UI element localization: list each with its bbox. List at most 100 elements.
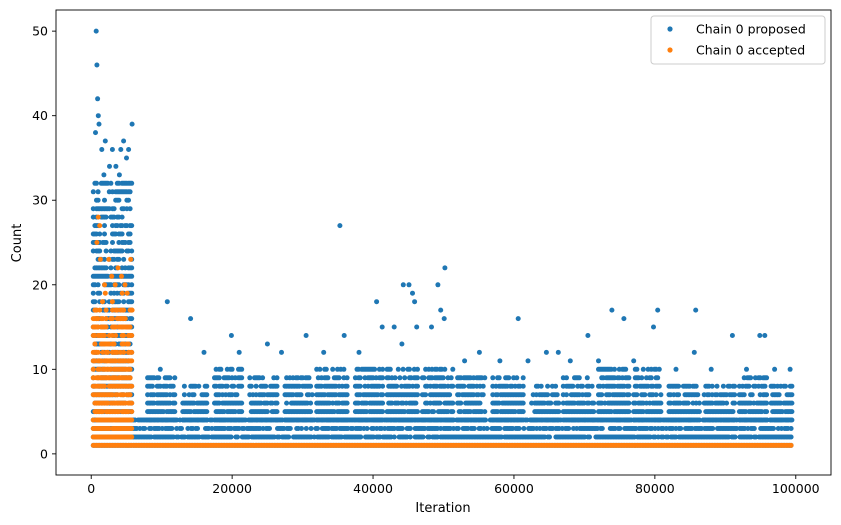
- proposed-point: [442, 366, 448, 372]
- proposed-point: [673, 366, 679, 372]
- proposed-point: [124, 155, 129, 161]
- proposed-point: [626, 375, 632, 381]
- proposed-point: [263, 383, 269, 389]
- proposed-point: [108, 265, 114, 271]
- proposed-point: [204, 392, 210, 398]
- accepted-point: [129, 358, 135, 364]
- accepted-point: [106, 256, 112, 262]
- proposed-point: [730, 409, 736, 415]
- proposed-point: [129, 121, 135, 127]
- proposed-point: [789, 383, 795, 389]
- proposed-point: [406, 282, 412, 288]
- accepted-point: [97, 307, 103, 313]
- proposed-point: [149, 383, 155, 389]
- proposed-point: [788, 434, 794, 440]
- proposed-point: [113, 163, 119, 169]
- proposed-point: [514, 375, 520, 381]
- proposed-point: [729, 333, 735, 338]
- proposed-point: [458, 400, 464, 406]
- proposed-point: [772, 366, 778, 372]
- proposed-point: [720, 383, 726, 389]
- proposed-point: [102, 197, 107, 203]
- proposed-point: [234, 392, 240, 398]
- proposed-point: [648, 375, 654, 381]
- proposed-point: [462, 358, 468, 364]
- proposed-point: [520, 400, 526, 406]
- proposed-point: [110, 240, 115, 245]
- proposed-point: [264, 341, 270, 347]
- legend-marker-accepted: [667, 47, 673, 53]
- accepted-point: [97, 223, 103, 229]
- proposed-point: [710, 426, 716, 431]
- proposed-point: [708, 366, 714, 372]
- proposed-point: [655, 375, 661, 381]
- proposed-point: [591, 417, 597, 423]
- proposed-point: [693, 383, 699, 389]
- proposed-point: [181, 392, 187, 398]
- proposed-point: [204, 417, 210, 423]
- proposed-point: [191, 392, 197, 398]
- accepted-point: [121, 333, 127, 338]
- accepted-point: [95, 214, 101, 220]
- proposed-point: [634, 392, 640, 398]
- proposed-point: [315, 426, 320, 431]
- proposed-point: [103, 240, 109, 245]
- proposed-point: [442, 265, 448, 271]
- accepted-point: [109, 299, 115, 305]
- proposed-point: [228, 434, 234, 440]
- proposed-point: [121, 256, 127, 262]
- proposed-point: [788, 426, 794, 431]
- proposed-point: [626, 409, 632, 415]
- proposed-point: [732, 417, 738, 423]
- accepted-point: [121, 307, 127, 313]
- proposed-point: [119, 231, 125, 237]
- proposed-point: [286, 434, 292, 440]
- proposed-point: [787, 366, 793, 372]
- proposed-point: [247, 375, 253, 381]
- accepted-point: [102, 282, 108, 288]
- proposed-point: [181, 383, 187, 389]
- proposed-point: [103, 214, 109, 220]
- proposed-point: [357, 383, 363, 389]
- proposed-point: [789, 400, 795, 406]
- proposed-point: [164, 299, 170, 305]
- proposed-point: [587, 434, 592, 440]
- proposed-point: [267, 426, 272, 431]
- accepted-point: [129, 409, 135, 415]
- proposed-point: [520, 383, 526, 389]
- proposed-point: [239, 409, 245, 415]
- proposed-point: [97, 290, 103, 296]
- proposed-point: [612, 366, 617, 372]
- proposed-point: [344, 383, 350, 389]
- proposed-point: [621, 316, 627, 322]
- x-tick-label: 40000: [353, 481, 393, 496]
- proposed-point: [397, 375, 403, 381]
- proposed-point: [414, 324, 420, 330]
- legend-marker-proposed: [667, 26, 673, 32]
- proposed-point: [599, 426, 605, 431]
- proposed-point: [732, 400, 738, 406]
- proposed-point: [764, 417, 770, 423]
- proposed-point: [308, 409, 314, 415]
- proposed-point: [435, 282, 441, 288]
- proposed-point: [576, 375, 582, 381]
- proposed-point: [789, 417, 795, 423]
- proposed-point: [298, 392, 304, 398]
- proposed-point: [129, 248, 135, 254]
- proposed-point: [239, 383, 245, 389]
- proposed-point: [586, 392, 592, 398]
- proposed-point: [325, 375, 331, 381]
- proposed-point: [229, 366, 235, 372]
- proposed-point: [264, 409, 270, 415]
- proposed-point: [415, 383, 420, 389]
- proposed-point: [308, 383, 314, 389]
- y-tick-label: 40: [32, 108, 48, 123]
- proposed-point: [308, 400, 314, 406]
- proposed-point: [111, 206, 117, 212]
- proposed-point: [744, 366, 749, 372]
- accepted-point: [90, 366, 96, 372]
- proposed-point: [274, 383, 280, 389]
- proposed-point: [116, 282, 122, 288]
- proposed-point: [218, 366, 224, 372]
- proposed-point: [287, 426, 293, 431]
